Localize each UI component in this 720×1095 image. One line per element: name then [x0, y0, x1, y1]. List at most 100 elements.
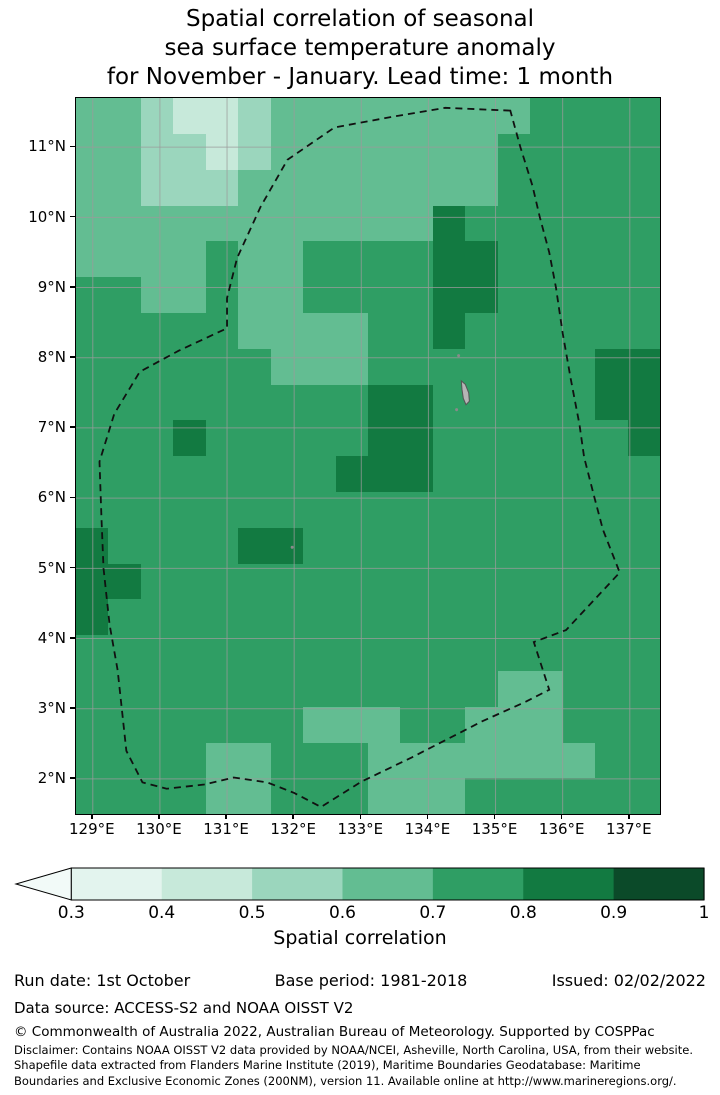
- heatmap-cell: [497, 706, 531, 743]
- heatmap-cell: [400, 671, 433, 707]
- heatmap-cell: [367, 348, 401, 385]
- heatmap-cell: [562, 742, 596, 779]
- heatmap-cell: [497, 599, 531, 636]
- heatmap-cell: [432, 348, 466, 385]
- heatmap-cell: [627, 527, 660, 564]
- heatmap-cell: [238, 778, 271, 815]
- x-tick-mark: [292, 814, 294, 820]
- heatmap-cell: [595, 742, 628, 779]
- heatmap-cell: [367, 420, 401, 457]
- heatmap-cell: [530, 563, 563, 600]
- heatmap-cell: [335, 742, 368, 779]
- heatmap-cell: [465, 134, 498, 170]
- heatmap-cell: [335, 599, 368, 636]
- heatmap-cell: [303, 527, 336, 564]
- heatmap-cell: [173, 205, 206, 242]
- heatmap-cell: [335, 420, 368, 457]
- heatmap-cell: [76, 241, 109, 278]
- heatmap-cell: [595, 205, 628, 242]
- run-info-row: Run date: 1st October Base period: 1981-…: [0, 971, 720, 990]
- heatmap-cell: [400, 778, 433, 815]
- heatmap-cell: [238, 563, 271, 600]
- heatmap-cell: [270, 599, 304, 636]
- heatmap-cell: [335, 706, 368, 743]
- heatmap-cell: [367, 742, 401, 779]
- colorbar-segment: [161, 868, 253, 901]
- x-tick-label: 133°E: [337, 820, 384, 839]
- chart-title-line2: sea surface temperature anomaly: [164, 34, 556, 61]
- y-tick-mark: [70, 145, 75, 148]
- y-tick-mark: [70, 496, 75, 499]
- heatmap-cell: [205, 742, 239, 779]
- heatmap-cell: [562, 706, 596, 743]
- heatmap-cell: [270, 348, 304, 385]
- heatmap-cell: [465, 169, 498, 206]
- disclaimer-text: Disclaimer: Contains NOAA OISST V2 data …: [0, 1043, 720, 1089]
- heatmap-cell: [595, 456, 628, 493]
- heatmap-cell: [562, 384, 596, 421]
- heatmap-cell: [108, 241, 141, 278]
- heatmap-cell: [335, 456, 368, 493]
- heatmap-cell: [238, 384, 271, 421]
- heatmap-cell: [108, 134, 141, 170]
- heatmap-cell: [367, 384, 401, 421]
- heatmap-cell: [530, 742, 563, 779]
- heatmap-cell: [530, 134, 563, 170]
- heatmap-cell: [238, 313, 271, 349]
- y-tick-mark: [70, 707, 75, 709]
- colorbar-tick-label: 0.5: [238, 903, 266, 924]
- y-tick-label: 6°N: [37, 488, 66, 507]
- heatmap-cell: [238, 456, 271, 493]
- heatmap-cell: [303, 563, 336, 600]
- heatmap-cell: [108, 205, 141, 242]
- heatmap-cell: [400, 205, 433, 242]
- heatmap-cell: [303, 706, 336, 743]
- heatmap-cell: [238, 348, 271, 385]
- heatmap-cell: [108, 384, 141, 421]
- heatmap-cell: [627, 205, 660, 242]
- heatmap-cell: [303, 599, 336, 636]
- heatmap-cell: [367, 706, 401, 743]
- heatmap-cell: [140, 134, 174, 170]
- y-tick-label: 11°N: [28, 137, 66, 156]
- disclaimer-line2: Shapefile data extracted from Flanders M…: [14, 1058, 641, 1073]
- heatmap-cell: [303, 241, 336, 278]
- heatmap-cell: [270, 742, 304, 779]
- heatmap-cell: [173, 456, 206, 493]
- heatmap-cell: [205, 599, 239, 636]
- heatmap-cell: [335, 671, 368, 707]
- colorbar-under-arrow: [16, 868, 71, 900]
- heatmap-cell: [627, 778, 660, 815]
- heatmap-cell: [108, 277, 141, 314]
- heatmap-cell: [173, 134, 206, 170]
- heatmap-cell: [173, 742, 206, 779]
- heatmap-cell: [595, 348, 628, 385]
- heatmap-cell: [205, 563, 239, 600]
- heatmap-cell: [400, 742, 433, 779]
- heatmap-cell: [627, 313, 660, 349]
- heatmap-cell: [595, 241, 628, 278]
- heatmap-cell: [432, 527, 466, 564]
- heatmap-cell: [562, 671, 596, 707]
- x-tick-label: 130°E: [136, 820, 182, 839]
- heatmap-cell: [627, 384, 660, 421]
- heatmap-cell: [432, 384, 466, 421]
- x-tick-mark: [426, 814, 429, 820]
- heatmap-cell: [465, 635, 498, 672]
- heatmap-cell: [400, 277, 433, 314]
- heatmap-cell: [303, 456, 336, 493]
- heatmap-cell: [432, 778, 466, 815]
- y-tick-label: 9°N: [37, 277, 66, 296]
- heatmap-cell: [140, 313, 174, 349]
- heatmap-cell: [465, 277, 498, 314]
- small-island-dot: [455, 408, 459, 412]
- heatmap-cell: [627, 599, 660, 636]
- heatmap-cell: [270, 706, 304, 743]
- heatmap-cell: [400, 313, 433, 349]
- heatmap-cell: [367, 456, 401, 493]
- heatmap-cell: [140, 205, 174, 242]
- x-tick-mark: [359, 814, 362, 820]
- heatmap-cell: [465, 205, 498, 242]
- heatmap-cell: [367, 599, 401, 636]
- heatmap-cell: [400, 420, 433, 457]
